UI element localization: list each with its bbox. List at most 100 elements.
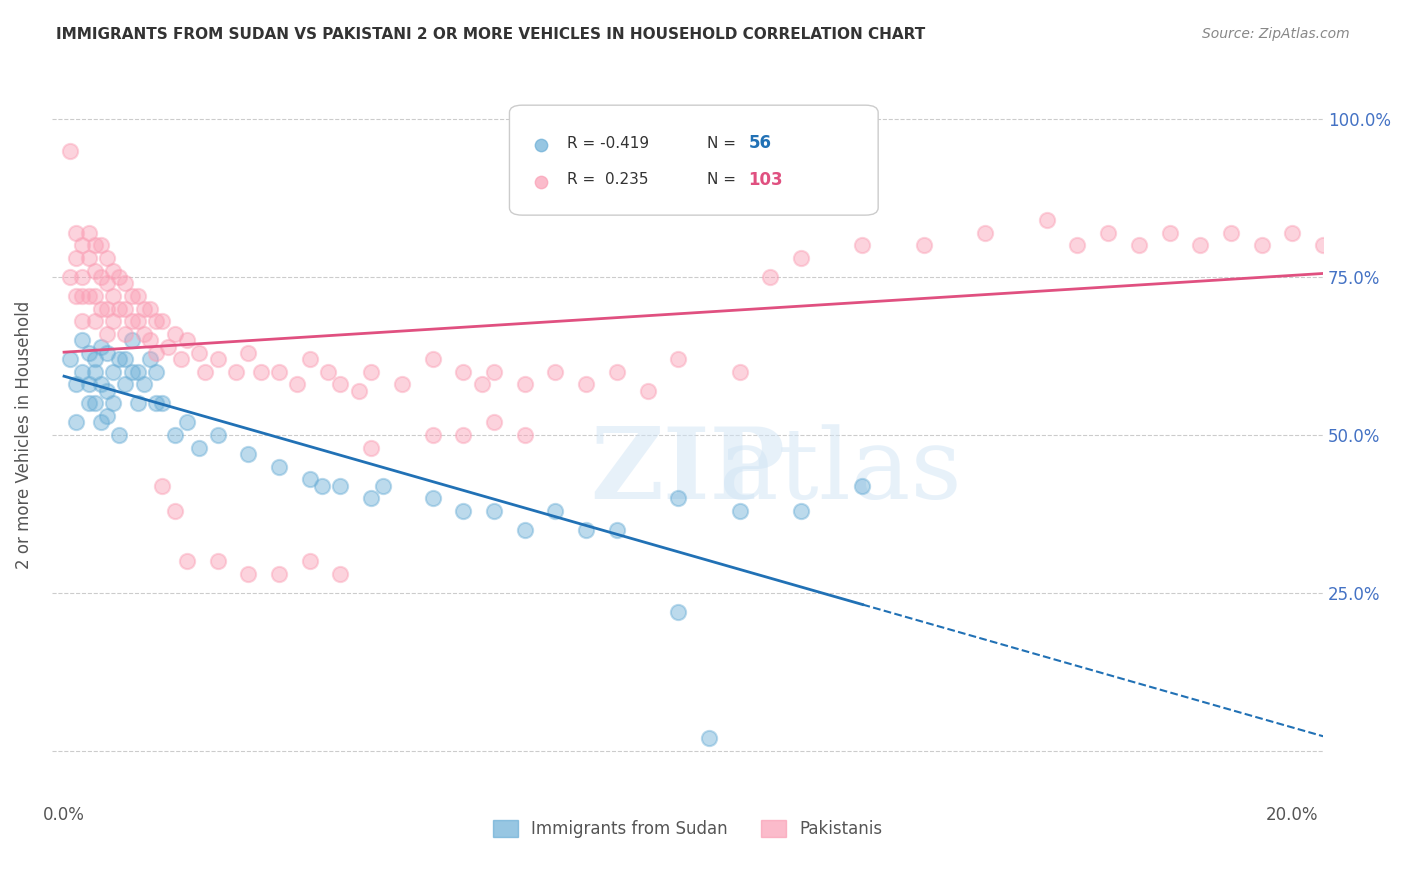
Point [329, 478, 352, 492]
Point [163, 326, 186, 341]
Point [238, 567, 260, 582]
Point [121, 314, 143, 328]
Point [666, 605, 689, 619]
Point [157, 340, 180, 354]
Point [1220, 226, 1243, 240]
Point [1035, 213, 1057, 227]
Point [482, 365, 505, 379]
Point [72, 314, 94, 328]
Point [697, 731, 720, 746]
Point [316, 365, 339, 379]
Point [347, 384, 370, 398]
Text: 56: 56 [748, 135, 772, 153]
Point [145, 365, 167, 379]
Point [127, 314, 149, 328]
Point [114, 301, 136, 316]
Point [77, 396, 100, 410]
Point [145, 396, 167, 410]
Point [544, 365, 567, 379]
Point [298, 472, 321, 486]
Point [83, 396, 105, 410]
Point [1159, 226, 1181, 240]
Point [83, 352, 105, 367]
Point [83, 289, 105, 303]
Point [132, 326, 155, 341]
Point [114, 352, 136, 367]
FancyBboxPatch shape [509, 105, 879, 215]
Point [108, 428, 131, 442]
Point [108, 352, 131, 367]
Point [83, 264, 105, 278]
Point [1374, 238, 1396, 252]
Point [101, 396, 124, 410]
Point [451, 504, 474, 518]
Point [790, 504, 813, 518]
Point [101, 264, 124, 278]
Point [90, 270, 112, 285]
Point [1281, 226, 1303, 240]
Point [225, 365, 247, 379]
Point [65, 226, 87, 240]
Point [513, 428, 536, 442]
Point [90, 416, 112, 430]
Text: R = -0.419: R = -0.419 [567, 136, 648, 151]
Point [188, 346, 211, 360]
Point [77, 377, 100, 392]
Point [72, 270, 94, 285]
Point [72, 289, 94, 303]
Point [1128, 238, 1150, 252]
Point [132, 301, 155, 316]
Point [72, 365, 94, 379]
Point [114, 326, 136, 341]
Text: IMMIGRANTS FROM SUDAN VS PAKISTANI 2 OR MORE VEHICLES IN HOUSEHOLD CORRELATION C: IMMIGRANTS FROM SUDAN VS PAKISTANI 2 OR … [56, 27, 925, 42]
Point [77, 289, 100, 303]
Point [90, 340, 112, 354]
Point [422, 352, 444, 367]
Point [176, 554, 198, 568]
Point [329, 377, 352, 392]
Point [759, 270, 782, 285]
Point [121, 289, 143, 303]
Point [267, 459, 290, 474]
Point [150, 478, 173, 492]
Point [127, 365, 149, 379]
Point [267, 567, 290, 582]
Point [1312, 238, 1334, 252]
Point [96, 409, 118, 423]
Point [114, 277, 136, 291]
Point [391, 377, 413, 392]
Point [790, 251, 813, 265]
Point [544, 504, 567, 518]
Text: atlas: atlas [718, 424, 962, 520]
Point [575, 377, 598, 392]
Point [851, 478, 873, 492]
Point [127, 396, 149, 410]
Point [163, 428, 186, 442]
Point [451, 365, 474, 379]
Point [207, 428, 229, 442]
Point [482, 416, 505, 430]
Point [114, 377, 136, 392]
Point [728, 504, 751, 518]
Point [96, 277, 118, 291]
Point [373, 478, 395, 492]
Point [1189, 238, 1212, 252]
Point [298, 352, 321, 367]
Point [139, 301, 162, 316]
Point [451, 428, 474, 442]
Point [422, 491, 444, 506]
Point [575, 523, 598, 537]
Point [72, 238, 94, 252]
Point [77, 251, 100, 265]
Text: N =: N = [707, 136, 741, 151]
Point [666, 491, 689, 506]
Point [728, 365, 751, 379]
Point [194, 365, 217, 379]
Point [90, 238, 112, 252]
Point [139, 333, 162, 347]
Point [65, 289, 87, 303]
Point [96, 301, 118, 316]
Point [176, 416, 198, 430]
Y-axis label: 2 or more Vehicles in Household: 2 or more Vehicles in Household [15, 301, 32, 569]
Point [238, 346, 260, 360]
